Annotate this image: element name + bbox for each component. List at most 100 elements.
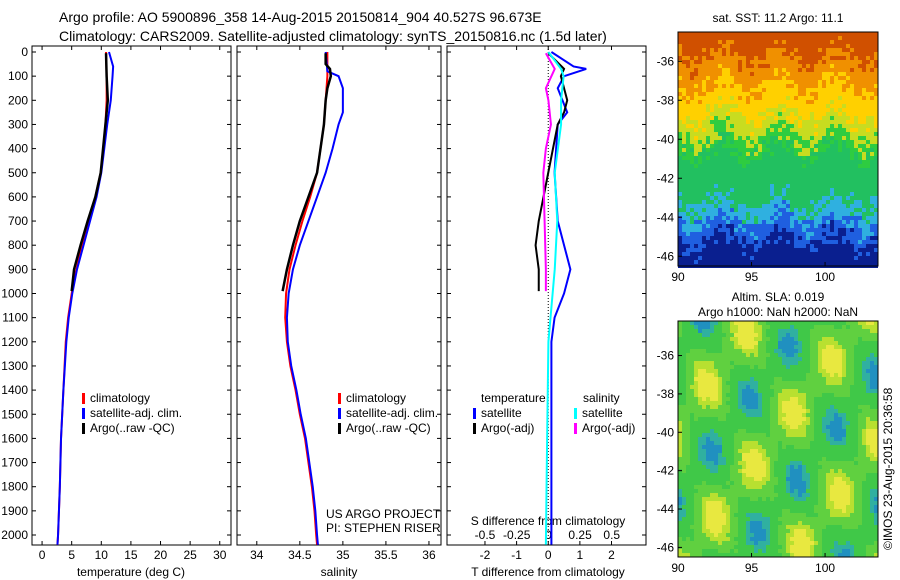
map-cell (726, 449, 730, 453)
map-cell (738, 68, 742, 72)
map-cell (798, 385, 802, 389)
map-cell (746, 164, 750, 168)
map-cell (810, 192, 814, 196)
map-cell (722, 345, 726, 349)
map-cell (746, 256, 750, 260)
map-cell (762, 361, 766, 365)
map-cell (770, 156, 774, 160)
map-cell (750, 124, 754, 128)
map-cell (854, 248, 858, 252)
map-cell (838, 168, 842, 172)
map-cell (754, 124, 758, 128)
map-cell (766, 417, 770, 421)
map-cell (714, 240, 718, 244)
map-cell (870, 381, 874, 385)
map-cell (798, 357, 802, 361)
map-cell (750, 96, 754, 100)
map-cell (830, 465, 834, 469)
map-cell (678, 112, 682, 116)
map-cell (730, 168, 734, 172)
map-cell (826, 116, 830, 120)
map-cell (822, 365, 826, 369)
map-cell (818, 437, 822, 441)
map-cell (754, 152, 758, 156)
map-cell (850, 365, 854, 369)
map-cell (838, 453, 842, 457)
map-cell (846, 385, 850, 389)
map-cell (850, 92, 854, 96)
map-cell (874, 40, 878, 44)
map-cell (846, 449, 850, 453)
map-cell (762, 200, 766, 204)
map-cell (830, 337, 834, 341)
map-cell (854, 208, 858, 212)
map-cell (850, 152, 854, 156)
map-cell (838, 200, 842, 204)
map-cell (786, 116, 790, 120)
map-cell (698, 228, 702, 232)
map-cell (846, 461, 850, 465)
map-cell (818, 108, 822, 112)
map-cell (702, 341, 706, 345)
map-cell (794, 112, 798, 116)
map-cell (774, 393, 778, 397)
map-cell (710, 164, 714, 168)
map-cell (686, 72, 690, 76)
map-cell (758, 401, 762, 405)
map-cell (798, 256, 802, 260)
map-cell (790, 132, 794, 136)
map-cell (790, 477, 794, 481)
map-cell (850, 216, 854, 220)
map-cell (718, 421, 722, 425)
map-cell (790, 437, 794, 441)
map-cell (850, 248, 854, 252)
map-cell (806, 184, 810, 188)
map-cell (818, 160, 822, 164)
map-cell (810, 88, 814, 92)
map-cell (782, 168, 786, 172)
map-cell (774, 260, 778, 264)
map-cell (718, 144, 722, 148)
map-cell (734, 72, 738, 76)
map-cell (862, 232, 866, 236)
map-cell (702, 184, 706, 188)
map-cell (750, 152, 754, 156)
map-cell (842, 124, 846, 128)
map-cell (706, 164, 710, 168)
map-cell (794, 457, 798, 461)
map-cell (770, 36, 774, 40)
map-cell (782, 469, 786, 473)
map-cell (806, 108, 810, 112)
map-cell (770, 333, 774, 337)
map-cell (862, 252, 866, 256)
map-cell (774, 433, 778, 437)
map-cell (862, 473, 866, 477)
map-cell (722, 144, 726, 148)
map-cell (774, 248, 778, 252)
map-cell (694, 357, 698, 361)
map-cell (810, 325, 814, 329)
map-cell (706, 48, 710, 52)
map-cell (858, 156, 862, 160)
map-cell (682, 184, 686, 188)
map-cell (866, 413, 870, 417)
map-cell (858, 369, 862, 373)
map-cell (722, 60, 726, 64)
map-cell (830, 196, 834, 200)
map-cell (838, 397, 842, 401)
map-cell (694, 124, 698, 128)
map-cell (830, 104, 834, 108)
map-cell (686, 164, 690, 168)
map-cell (846, 172, 850, 176)
map-cell (870, 60, 874, 64)
map-cell (734, 180, 738, 184)
map-cell (850, 256, 854, 260)
map-cell (866, 405, 870, 409)
map-cell (750, 188, 754, 192)
map-cell (802, 60, 806, 64)
map-cell (790, 108, 794, 112)
map-cell (850, 176, 854, 180)
map-cell (842, 52, 846, 56)
map-cell (854, 172, 858, 176)
map-cell (762, 393, 766, 397)
